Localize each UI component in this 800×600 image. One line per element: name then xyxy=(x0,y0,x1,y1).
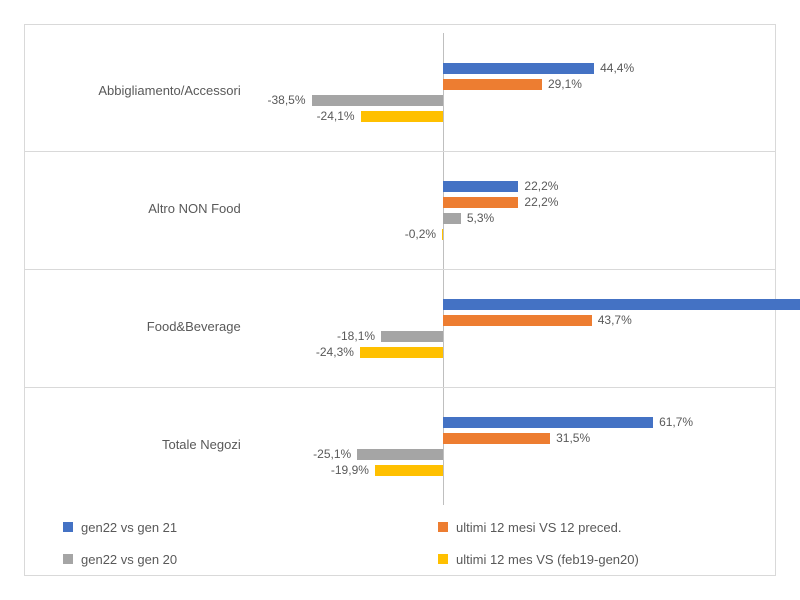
bar-s3 xyxy=(381,331,443,342)
data-label: -24,1% xyxy=(317,111,355,122)
legend-swatch xyxy=(63,554,73,564)
legend-item: gen22 vs gen 21 xyxy=(25,511,400,543)
category-group: Altro NON Food 22,2% 22,2% 5,3% -0,2% xyxy=(25,151,775,269)
legend-swatch xyxy=(63,522,73,532)
category-label: Abbigliamento/Accessori xyxy=(33,83,241,98)
legend-label: ultimi 12 mesi VS 12 preced. xyxy=(456,520,621,535)
legend-swatch xyxy=(438,554,448,564)
category-group: Abbigliamento/Accessori 44,4% 29,1% -38,5% -… xyxy=(25,33,775,151)
legend-item: ultimi 12 mes VS (feb19-gen20) xyxy=(400,543,775,575)
bar-s1 xyxy=(443,417,653,428)
legend-label: ultimi 12 mes VS (feb19-gen20) xyxy=(456,552,639,567)
bar-s4 xyxy=(360,347,443,358)
bar-s3 xyxy=(357,449,443,460)
legend-swatch xyxy=(438,522,448,532)
legend-label: gen22 vs gen 20 xyxy=(81,552,177,567)
bar-s2 xyxy=(443,79,542,90)
data-label: -18,1% xyxy=(337,331,375,342)
data-label: 31,5% xyxy=(556,433,590,444)
bar-s1 xyxy=(443,181,519,192)
data-label: 43,7% xyxy=(598,315,632,326)
chart-panel: Abbigliamento/Accessori 44,4% 29,1% -38,5% -… xyxy=(24,24,776,576)
bar-s2 xyxy=(443,433,550,444)
legend-item: ultimi 12 mesi VS 12 preced. xyxy=(400,511,775,543)
plot-area: Abbigliamento/Accessori 44,4% 29,1% -38,5% -… xyxy=(25,33,775,505)
data-label: 44,4% xyxy=(600,63,634,74)
bar-s4 xyxy=(361,111,443,122)
data-label: -24,3% xyxy=(316,347,354,358)
bar-s4 xyxy=(375,465,443,476)
legend-item: gen22 vs gen 20 xyxy=(25,543,400,575)
category-group: Totale Negozi 61,7% 31,5% -25,1% -19,9% xyxy=(25,387,775,505)
category-label: Altro NON Food xyxy=(33,201,241,216)
category-label: Totale Negozi xyxy=(33,437,241,452)
category-label: Food&Beverage xyxy=(33,319,241,334)
data-label: -0,2% xyxy=(405,229,436,240)
data-label: 22,2% xyxy=(524,181,558,192)
bar-s2 xyxy=(443,197,519,208)
bar-s3 xyxy=(443,213,461,224)
group-separator xyxy=(25,151,775,152)
data-label: 22,2% xyxy=(524,197,558,208)
bar-s1 xyxy=(443,63,594,74)
bar-s2 xyxy=(443,315,592,326)
bar-s3 xyxy=(312,95,443,106)
bar-s1 xyxy=(443,299,800,310)
group-separator xyxy=(25,387,775,388)
legend: gen22 vs gen 21 ultimi 12 mesi VS 12 prec… xyxy=(25,511,775,575)
data-label: -38,5% xyxy=(267,95,305,106)
bar-s4 xyxy=(442,229,443,240)
data-label: 5,3% xyxy=(467,213,494,224)
data-label: -25,1% xyxy=(313,449,351,460)
data-label: -19,9% xyxy=(331,465,369,476)
legend-label: gen22 vs gen 21 xyxy=(81,520,177,535)
data-label: 61,7% xyxy=(659,417,693,428)
data-label: 29,1% xyxy=(548,79,582,90)
group-separator xyxy=(25,269,775,270)
category-group: Food&Beverage146,1%43,7%-18,1%-24,3% xyxy=(25,269,775,387)
